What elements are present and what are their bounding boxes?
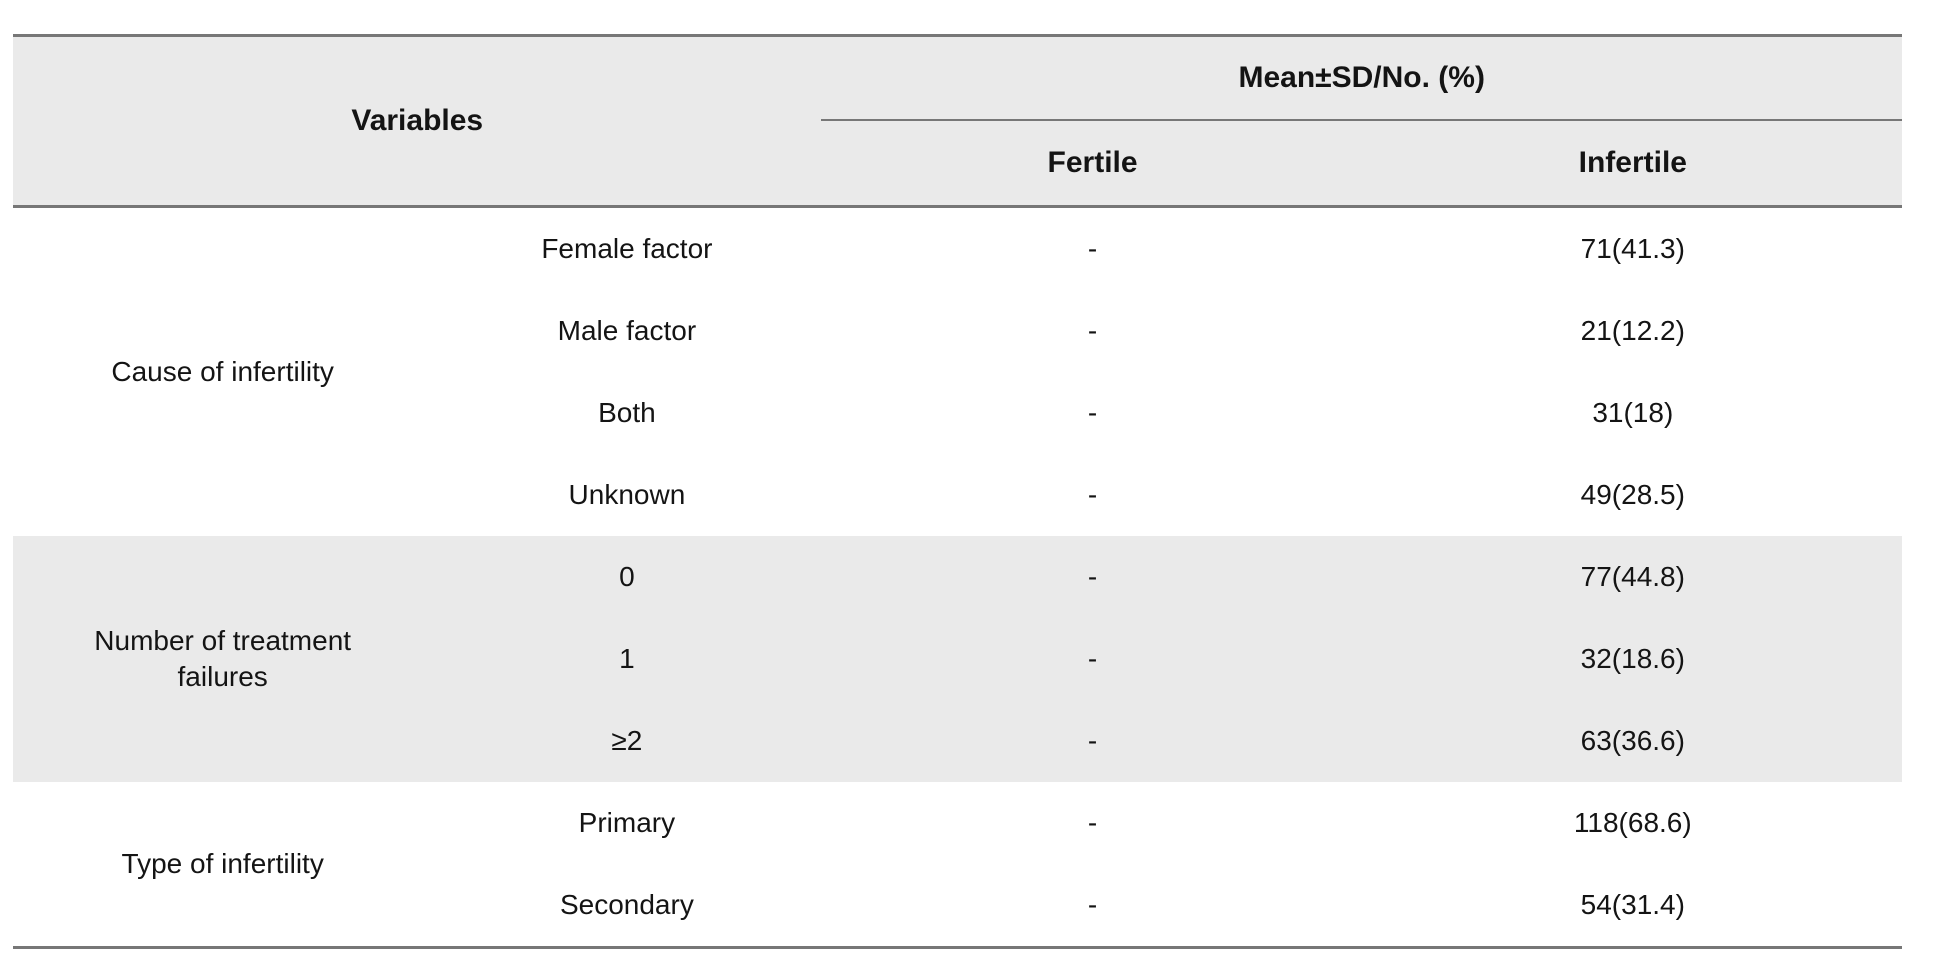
fertile-value: - [821,206,1364,290]
fertile-value: - [821,372,1364,454]
fertile-value: - [821,700,1364,782]
fertile-value: - [821,618,1364,700]
row-item-label: Male factor [432,290,822,372]
fertile-value: - [821,454,1364,536]
infertile-value: 54(31.4) [1363,864,1902,948]
group-label-cause-of-infertility: Cause of infertility [13,206,433,536]
table-row: Number of treatment failures 0 - 77(44.8… [13,536,1902,782]
paper-table-container: Variables Mean±SD/No. (%) Fertile Infert… [13,34,1902,949]
fertile-value: - [821,782,1364,864]
infertile-value: 31(18) [1363,372,1902,454]
infertile-value: 118(68.6) [1363,782,1902,864]
row-item-label: Secondary [432,864,822,948]
header-row-sub: Fertile Infertile [13,120,1902,209]
table-row: Male factor - 21(12.2) [13,290,1902,372]
table-row: Unknown - 49(28.5) [13,454,1902,536]
header-row-top: Variables Mean±SD/No. (%) [13,35,1902,208]
table-row: Cause of infertility Female factor - 71(… [13,206,1902,536]
row-item-label: Primary [432,782,822,864]
row-item-label: 0 [432,536,822,618]
group-label-type-of-infertility: Type of infertility [13,782,433,948]
table-row: 1 - 32(18.6) [13,618,1902,700]
infertile-column-header: Infertile [1363,120,1902,209]
row-item-label: Both [432,372,822,454]
infertile-value: 32(18.6) [1363,618,1902,700]
infertile-value: 21(12.2) [1363,290,1902,372]
table-row: ≥2 - 63(36.6) [13,700,1902,782]
infertile-value: 63(36.6) [1363,700,1902,782]
fertile-value: - [821,864,1364,948]
mean-sd-group-header: Mean±SD/No. (%) [821,35,1902,122]
group-label-number-of-treatment-failures: Number of treatment failures [13,536,433,782]
table-row: Secondary - 54(31.4) [13,864,1902,948]
row-item-label: Unknown [432,454,822,536]
row-item-label: ≥2 [432,700,822,782]
row-item-label: 1 [432,618,822,700]
variables-column-header: Variables [13,35,822,208]
table-row: Type of infertility Primary - 118(68.6) [13,782,1902,948]
table-row: Both - 31(18) [13,372,1902,454]
fertile-column-header: Fertile [821,120,1364,209]
infertile-value: 77(44.8) [1363,536,1902,618]
fertile-value: - [821,290,1364,372]
fertility-summary-table: Variables Mean±SD/No. (%) Fertile Infert… [13,34,1902,949]
infertile-value: 71(41.3) [1363,206,1902,290]
infertile-value: 49(28.5) [1363,454,1902,536]
fertile-value: - [821,536,1364,618]
row-item-label: Female factor [432,206,822,290]
